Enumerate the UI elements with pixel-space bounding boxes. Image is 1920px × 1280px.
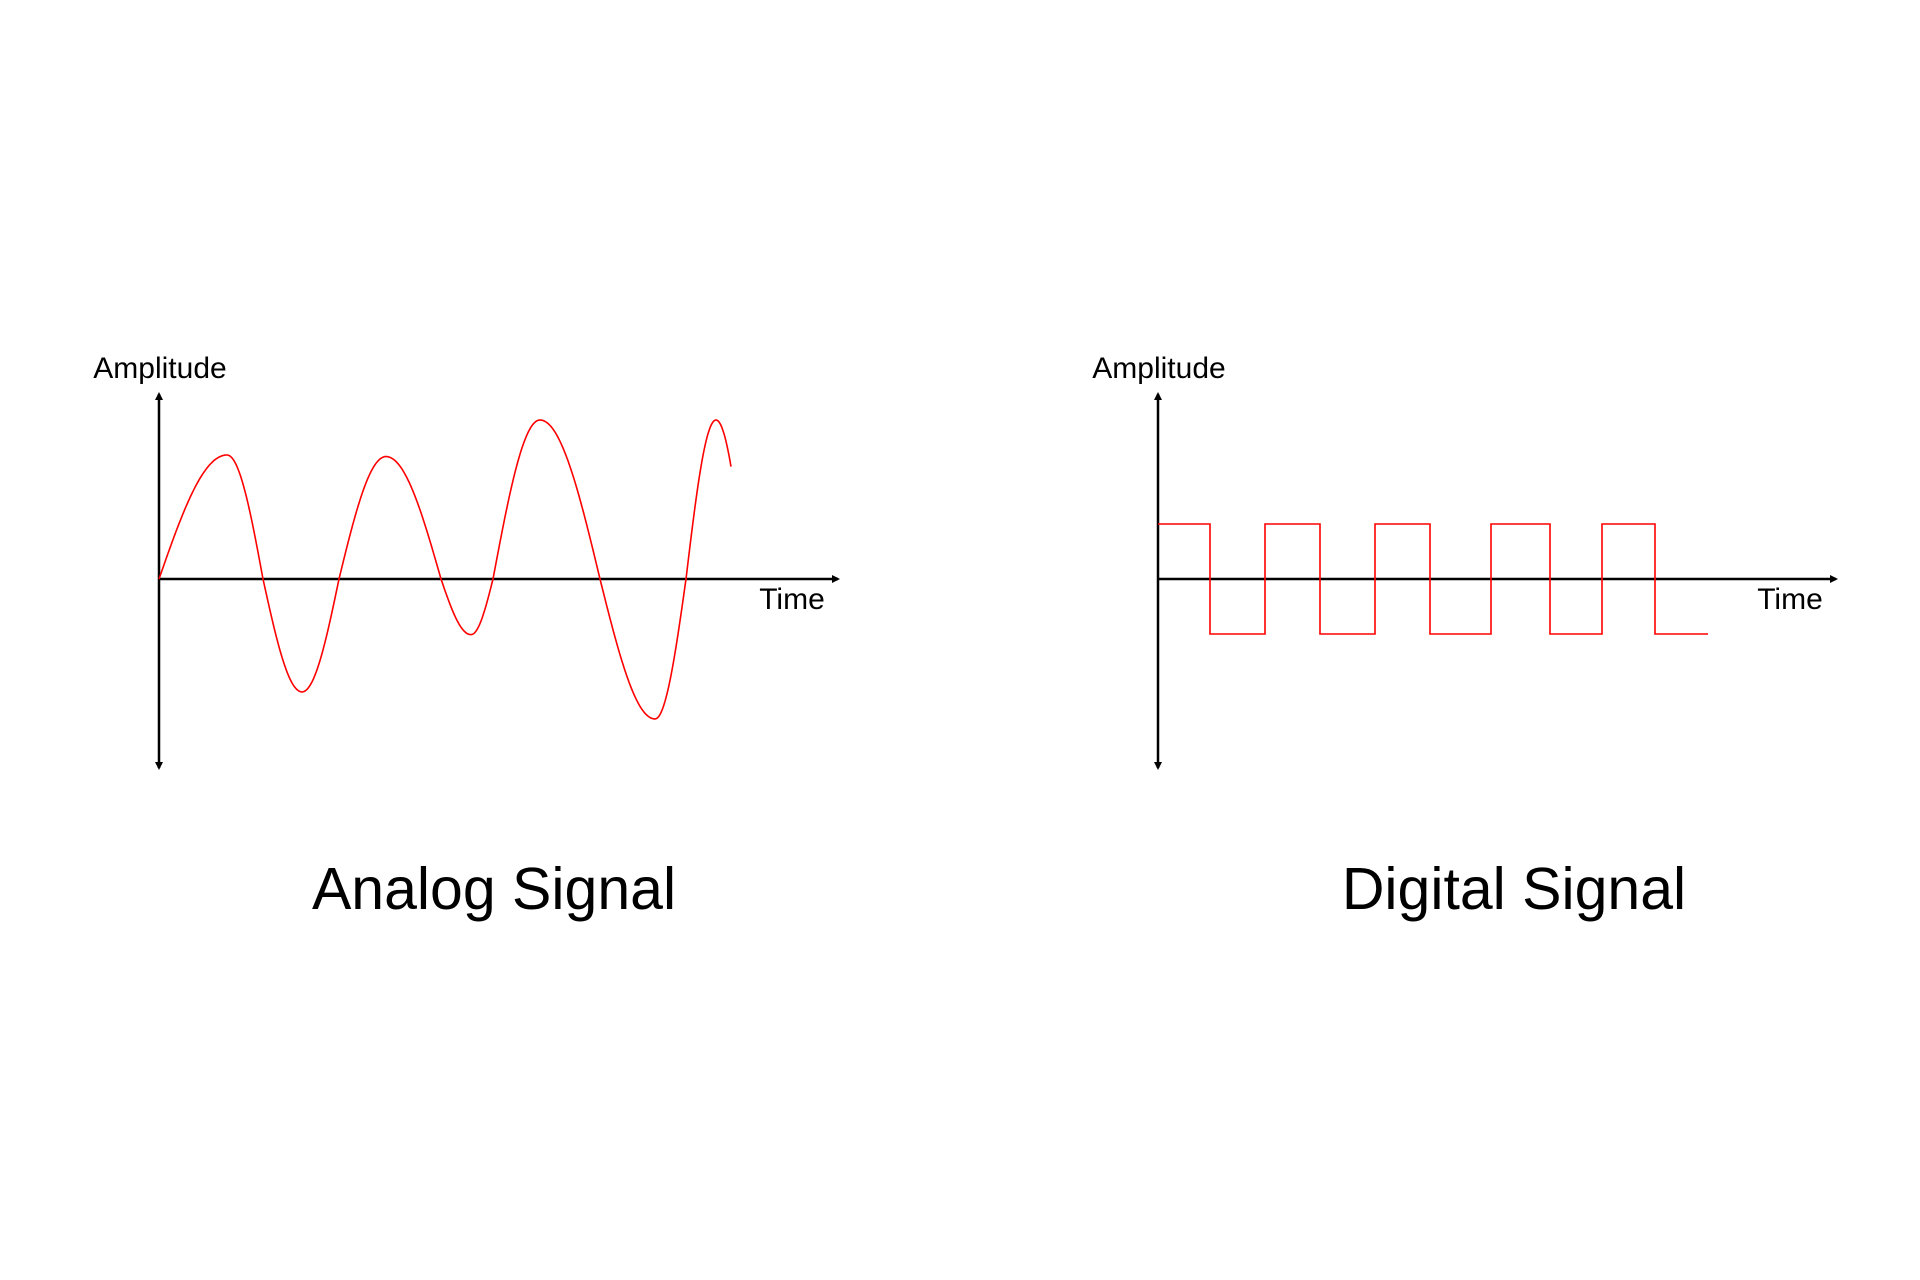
analog-x-label: Time [759, 583, 825, 616]
digital-title: Digital Signal [1342, 856, 1686, 922]
digital-x-label: Time [1757, 583, 1823, 616]
analog-y-label: Amplitude [93, 352, 226, 385]
digital-waveform [1158, 523, 1708, 635]
analog-title: Analog Signal [312, 856, 676, 922]
analog-panel: Amplitude Time Analog Signal [93, 352, 840, 922]
analog-waveform [158, 419, 732, 720]
digital-panel: Amplitude Time Digital Signal [1092, 352, 1838, 922]
digital-y-label: Amplitude [1092, 352, 1225, 385]
